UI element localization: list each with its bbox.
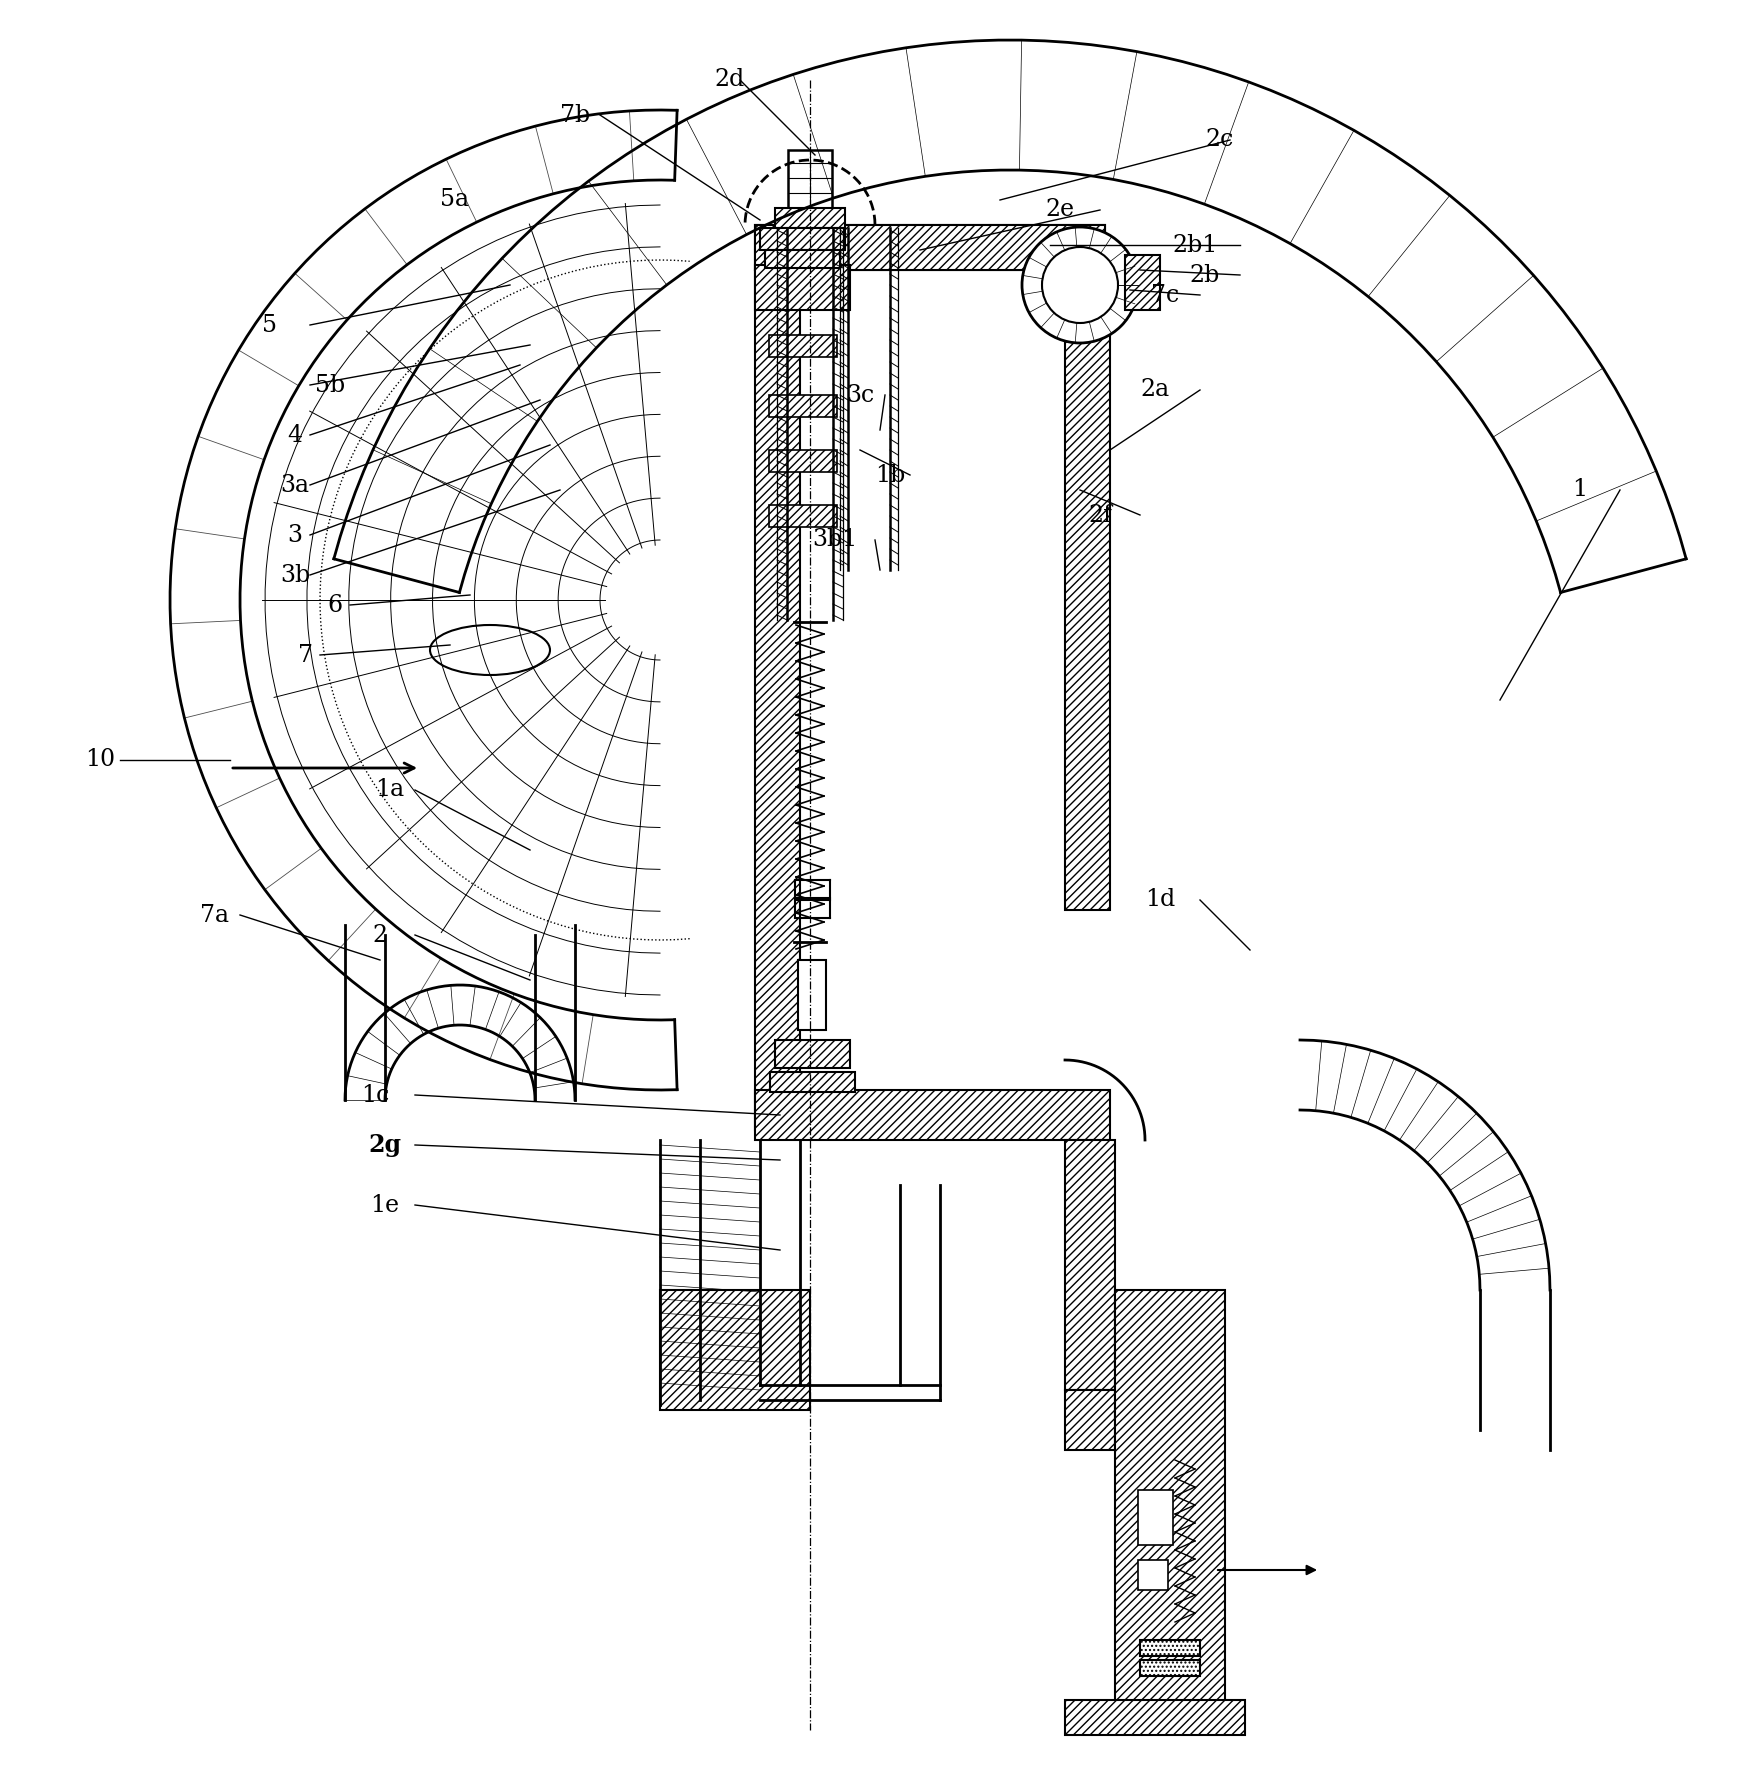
- Text: 5a: 5a: [441, 188, 469, 211]
- Text: 2: 2: [372, 924, 388, 947]
- Bar: [1065, 1140, 1115, 1389]
- Bar: [769, 395, 836, 418]
- Ellipse shape: [430, 625, 550, 674]
- Text: 1: 1: [1572, 478, 1588, 501]
- Bar: [1138, 1490, 1173, 1545]
- Circle shape: [1021, 227, 1138, 343]
- Bar: [1065, 271, 1110, 910]
- Bar: [1138, 1559, 1168, 1589]
- Text: 5b: 5b: [316, 373, 346, 396]
- Text: 1e: 1e: [370, 1193, 400, 1216]
- Bar: [1065, 1699, 1245, 1735]
- Text: 1b: 1b: [875, 464, 905, 487]
- Bar: [1115, 1290, 1224, 1710]
- Bar: [789, 150, 833, 209]
- Text: 2b1: 2b1: [1173, 234, 1217, 257]
- Bar: [769, 504, 836, 527]
- Bar: [760, 228, 845, 250]
- Bar: [755, 271, 801, 1129]
- Bar: [1125, 255, 1161, 310]
- Text: 2g: 2g: [369, 1133, 402, 1158]
- Text: 2d: 2d: [714, 69, 744, 92]
- Text: 7c: 7c: [1150, 283, 1178, 306]
- Text: 3c: 3c: [847, 384, 875, 407]
- Bar: [755, 1090, 1110, 1140]
- Bar: [774, 1041, 850, 1067]
- Bar: [771, 1073, 856, 1092]
- Text: 3b: 3b: [280, 563, 310, 586]
- Text: 1c: 1c: [362, 1083, 390, 1106]
- Text: 6: 6: [328, 593, 342, 616]
- Bar: [755, 225, 1104, 271]
- Bar: [1140, 1660, 1200, 1676]
- Bar: [755, 225, 1104, 271]
- Bar: [797, 959, 826, 1030]
- Text: 3b1: 3b1: [813, 529, 857, 552]
- Text: 1a: 1a: [376, 779, 404, 802]
- Bar: [766, 250, 840, 267]
- Text: 3: 3: [288, 524, 302, 547]
- Text: 3a: 3a: [280, 474, 309, 497]
- Bar: [769, 450, 836, 473]
- Bar: [769, 335, 836, 358]
- Text: 2b: 2b: [1191, 264, 1221, 287]
- Text: 7: 7: [298, 644, 312, 667]
- Text: 5: 5: [263, 313, 277, 336]
- Text: 10: 10: [85, 749, 115, 772]
- Bar: [755, 266, 850, 310]
- Text: 2e: 2e: [1046, 198, 1074, 221]
- Bar: [769, 274, 836, 297]
- Text: 2a: 2a: [1141, 379, 1170, 402]
- Bar: [1140, 1641, 1200, 1657]
- Bar: [1065, 1389, 1115, 1450]
- Text: 2f: 2f: [1088, 503, 1111, 526]
- Text: 7a: 7a: [201, 903, 229, 926]
- Text: 7b: 7b: [559, 103, 591, 126]
- Text: 4: 4: [288, 423, 303, 446]
- Text: 1d: 1d: [1145, 889, 1175, 912]
- Text: 2c: 2c: [1207, 129, 1235, 152]
- Bar: [660, 1290, 810, 1411]
- Bar: [774, 209, 845, 228]
